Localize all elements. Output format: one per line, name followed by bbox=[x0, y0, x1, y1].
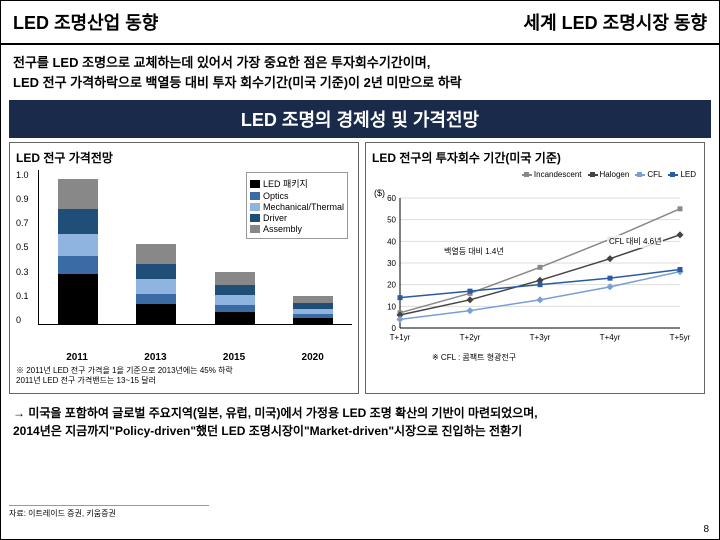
charts-row: LED 전구 가격전망 1.00.90.70.50.30.10 LED 패키지O… bbox=[1, 138, 719, 398]
header-left: LED 조명산업 동향 bbox=[13, 9, 158, 35]
svg-text:T+1yr: T+1yr bbox=[390, 333, 411, 342]
line-note: ※ CFL : 콤팩트 형광전구 bbox=[432, 353, 698, 363]
line-legend: IncandescentHalogenCFLLED bbox=[496, 170, 696, 179]
svg-text:40: 40 bbox=[387, 237, 396, 246]
svg-text:20: 20 bbox=[387, 281, 396, 290]
line-chart: IncandescentHalogenCFLLED ($) 60 50 40 30 20… bbox=[372, 170, 698, 350]
bar-legend: LED 패키지OpticsMechanical/ThermalDriverAss… bbox=[246, 172, 348, 239]
description: 전구를 LED 조명으로 교체하는데 있어서 가장 중요한 점은 투자회수기간이… bbox=[1, 45, 719, 100]
line-chart-box: LED 전구의 투자회수 기간(미국 기준) IncandescentHalog… bbox=[365, 142, 705, 394]
bar-note: ※ 2011년 LED 전구 가격을 1을 기준으로 2013년에는 45% 하… bbox=[16, 366, 352, 387]
svg-text:T+3yr: T+3yr bbox=[530, 333, 551, 342]
bar-stack bbox=[293, 296, 333, 324]
svg-text:50: 50 bbox=[387, 216, 396, 225]
svg-text:T+5yr: T+5yr bbox=[670, 333, 691, 342]
header: LED 조명산업 동향 세계 LED 조명시장 동향 bbox=[1, 1, 719, 45]
svg-text:10: 10 bbox=[387, 302, 396, 311]
bar-chart: 1.00.90.70.50.30.10 LED 패키지OpticsMechani… bbox=[16, 170, 352, 350]
bar-stack bbox=[58, 179, 98, 324]
bar-chart-box: LED 전구 가격전망 1.00.90.70.50.30.10 LED 패키지O… bbox=[9, 142, 359, 394]
svg-text:60: 60 bbox=[387, 194, 396, 203]
svg-text:T+2yr: T+2yr bbox=[460, 333, 481, 342]
bar-chart-title: LED 전구 가격전망 bbox=[16, 149, 352, 166]
bar-stack bbox=[136, 244, 176, 324]
svg-text:30: 30 bbox=[387, 259, 396, 268]
annotation: 백열등 대비 1.4년 bbox=[442, 245, 506, 258]
page-number: 8 bbox=[703, 524, 709, 535]
annotation: CFL 대비 4.6년 bbox=[607, 235, 663, 248]
bar-x-labels: 2011201320152020 bbox=[38, 352, 352, 363]
bar-stack bbox=[215, 272, 255, 324]
source: 자료: 이트레이드 증권, 키움증권 bbox=[9, 505, 209, 519]
line-svg: 60 50 40 30 20 10 0T+1yr T+2yr T+3yr T+4yr T+5yr bbox=[372, 188, 692, 343]
header-right: 세계 LED 조명시장 동향 bbox=[524, 9, 707, 35]
bar-y-axis: 1.00.90.70.50.30.10 bbox=[16, 170, 38, 325]
section-title: LED 조명의 경제성 및 가격전망 bbox=[9, 100, 711, 138]
y-unit: ($) bbox=[374, 188, 385, 198]
svg-text:T+4yr: T+4yr bbox=[600, 333, 621, 342]
line-chart-title: LED 전구의 투자회수 기간(미국 기준) bbox=[372, 149, 698, 166]
svg-text:0: 0 bbox=[392, 324, 397, 333]
conclusion: → 미국을 포함하여 글로벌 주요지역(일본, 유럽, 미국)에서 가정용 LE… bbox=[1, 398, 719, 446]
